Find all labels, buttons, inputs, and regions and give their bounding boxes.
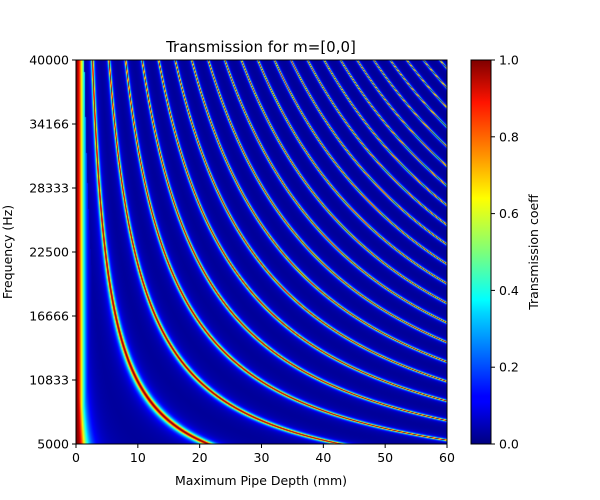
transmission-heatmap [76, 60, 447, 444]
colorbar-gradient [470, 59, 492, 445]
x-tick-label: 10 [130, 450, 146, 465]
x-tick-label: 50 [377, 450, 393, 465]
chart-title: Transmission for m=[0,0] [165, 38, 356, 56]
y-tick-label: 16666 [29, 309, 69, 324]
y-tick-label: 10833 [29, 373, 69, 388]
colorbar-tick-label: 0.4 [499, 283, 519, 298]
x-tick-label: 20 [192, 450, 208, 465]
x-tick-label: 0 [72, 450, 80, 465]
y-tick-label: 22500 [29, 245, 69, 260]
colorbar: 0.0 0.2 0.4 0.6 0.8 1.0 Transmission coeff [470, 53, 541, 452]
y-axis: 5000 10833 16666 22500 28333 34166 40000 [29, 53, 76, 452]
y-tick-label: 28333 [29, 181, 69, 196]
colorbar-label: Transmission coeff [526, 194, 541, 311]
x-axis-label: Maximum Pipe Depth (mm) [175, 473, 347, 488]
colorbar-tick-label: 1.0 [499, 53, 519, 68]
y-tick-label: 40000 [29, 53, 69, 68]
colorbar-tick-label: 0.0 [499, 437, 519, 452]
x-axis: 0 10 20 30 40 50 60 [72, 444, 455, 465]
colorbar-tick-label: 0.2 [499, 360, 519, 375]
colorbar-tick-label: 0.6 [499, 206, 519, 221]
y-axis-label: Frequency (Hz) [0, 205, 15, 299]
colorbar-tick-label: 0.8 [499, 129, 519, 144]
x-tick-label: 60 [439, 450, 455, 465]
y-tick-label: 5000 [37, 437, 69, 452]
x-tick-label: 40 [315, 450, 331, 465]
heatmap-plot-area [75, 59, 448, 445]
y-tick-label: 34166 [29, 117, 69, 132]
x-tick-label: 30 [254, 450, 270, 465]
colorbar-ticks: 0.0 0.2 0.4 0.6 0.8 1.0 [491, 53, 519, 452]
